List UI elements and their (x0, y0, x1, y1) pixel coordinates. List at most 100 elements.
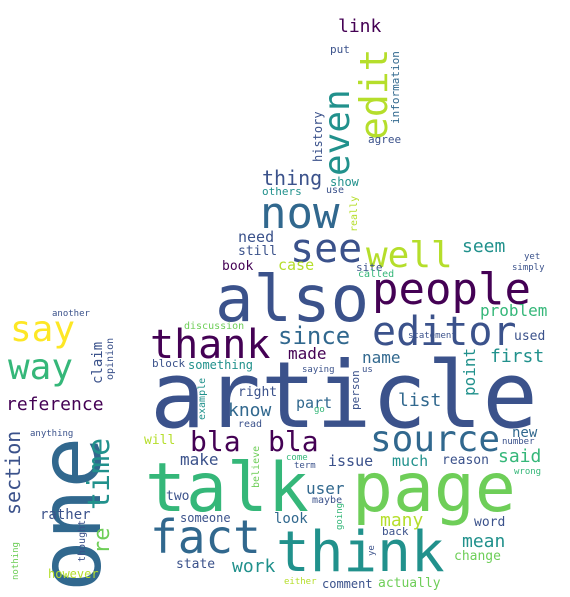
word-information: information (389, 51, 402, 124)
word-simply: simply (512, 263, 545, 273)
word-reference: reference (6, 394, 104, 415)
word-discussion: discussion (184, 321, 245, 332)
word-two: two (166, 489, 190, 504)
word-either: either (284, 577, 317, 587)
word-talk: talk (145, 449, 309, 528)
word-however: however (48, 567, 99, 581)
word-going: going (335, 502, 345, 530)
word-section: section (1, 430, 25, 515)
word-will: will (144, 433, 176, 448)
word-name: name (362, 348, 401, 367)
word-called: called (358, 269, 395, 280)
word-mean: mean (462, 531, 506, 552)
word-people: people (372, 264, 531, 315)
word-someone: someone (180, 511, 231, 525)
word-yet: yet (524, 252, 541, 262)
word-word: word (474, 515, 506, 530)
word-example: example (197, 377, 208, 420)
word-comment: comment (322, 577, 373, 591)
word-list: list (398, 390, 442, 411)
word-well: well (366, 235, 453, 276)
word-back: back (382, 525, 409, 538)
word-still: still (238, 244, 278, 259)
word-right: right (238, 385, 278, 400)
word-part: part (296, 394, 333, 412)
word-seem: seem (462, 236, 506, 257)
word-problem: problem (480, 301, 548, 320)
word-source: source (370, 419, 501, 460)
word-point: point (460, 347, 479, 396)
word-used: used (514, 329, 546, 344)
word-claim: claim (90, 341, 106, 384)
word-need: need (238, 228, 275, 246)
word-issue: issue (328, 452, 374, 470)
word-anything: anything (30, 429, 74, 439)
word-another: another (52, 309, 90, 319)
word-something: something (188, 358, 254, 372)
word-change: change (454, 549, 501, 564)
word-use: use (326, 185, 345, 196)
word-state: state (176, 557, 216, 572)
word-maybe: maybe (312, 495, 343, 506)
word-re: re (90, 527, 115, 555)
word-think: think (276, 520, 445, 585)
word-bla1: bla (190, 425, 241, 458)
word-saying: saying (302, 365, 335, 375)
word-us: us (362, 365, 373, 375)
word-say: say (10, 309, 76, 350)
word-nothing: nothing (11, 542, 21, 580)
word-link: link (338, 16, 382, 37)
word-read: read (238, 419, 263, 430)
word-now: now (260, 188, 340, 239)
word-case: case (278, 256, 315, 274)
word-thought: thought (77, 519, 88, 562)
word-rather: rather (40, 507, 91, 523)
word-work: work (232, 556, 276, 577)
word-edit: edit (352, 48, 396, 140)
word-much: much (392, 452, 429, 470)
word-thing: thing (262, 166, 323, 190)
word-history: history (311, 111, 325, 162)
word-new: new (512, 425, 538, 441)
word-also: also (215, 263, 370, 337)
word-first: first (490, 346, 545, 367)
word-book: book (222, 259, 254, 274)
word-believe: believe (251, 445, 262, 488)
word-know: know (228, 400, 272, 421)
word-agree: agree (368, 133, 402, 146)
word-user: user (306, 479, 345, 498)
word-since: since (278, 322, 351, 350)
word-look: look (274, 511, 308, 527)
word-ye: ye (367, 545, 377, 556)
word-see: see (290, 226, 363, 272)
word-block: block (152, 357, 186, 370)
word-make: make (180, 450, 219, 469)
word-really: really (349, 195, 360, 232)
word-site: site (356, 261, 383, 274)
word-term: term (294, 461, 316, 471)
word-article: article (150, 342, 538, 449)
word-put: put (330, 43, 350, 56)
word-number: number (502, 437, 535, 447)
word-editor: editor (372, 309, 517, 355)
word-others: others (262, 185, 302, 198)
word-page: page (352, 449, 516, 528)
word-bla2: bla (268, 425, 319, 458)
word-actually: actually (378, 576, 441, 591)
word-reason: reason (442, 453, 489, 468)
word-person: person (349, 370, 362, 410)
word-time: time (82, 437, 117, 510)
word-way: way (8, 347, 74, 388)
word-statement: statement (408, 331, 457, 341)
word-even: even (317, 89, 358, 176)
word-many: many (380, 510, 424, 531)
word-go: go (314, 405, 325, 415)
word-opinion: opinion (105, 337, 116, 380)
word-come: come (286, 453, 308, 463)
word-fact: fact (150, 510, 261, 564)
word-wrong: wrong (514, 467, 542, 477)
word-thank: thank (150, 322, 271, 368)
word-said: said (498, 446, 542, 467)
word-show: show (330, 175, 359, 189)
